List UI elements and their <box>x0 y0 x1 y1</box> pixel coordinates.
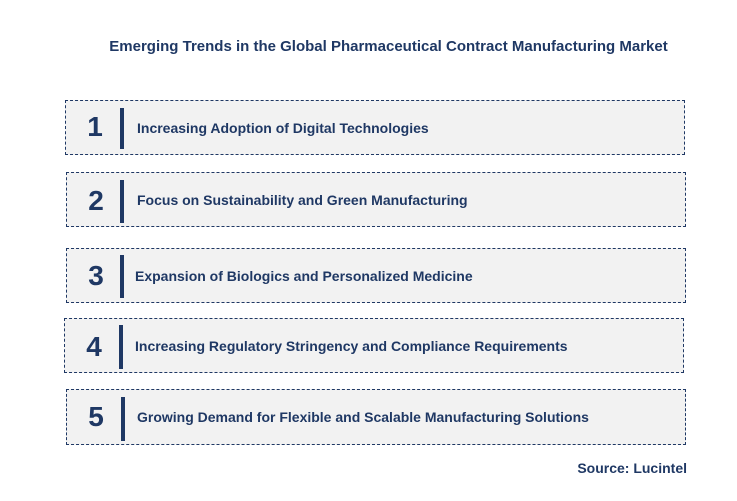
trend-divider-bar <box>120 255 124 298</box>
trend-label: Growing Demand for Flexible and Scalable… <box>137 409 589 425</box>
trend-item-5: 5 Growing Demand for Flexible and Scalab… <box>66 389 686 445</box>
trend-label: Focus on Sustainability and Green Manufa… <box>137 192 468 208</box>
trend-number: 5 <box>88 401 104 432</box>
trend-label: Increasing Regulatory Stringency and Com… <box>135 338 568 354</box>
trend-divider-bar <box>120 108 124 149</box>
trend-label: Expansion of Biologics and Personalized … <box>135 268 473 284</box>
trend-divider-bar <box>120 180 124 223</box>
diagram-title: Emerging Trends in the Global Pharmaceut… <box>109 38 668 55</box>
trend-number: 3 <box>88 260 104 291</box>
trend-label: Increasing Adoption of Digital Technolog… <box>137 120 429 136</box>
trend-item-3: 3 Expansion of Biologics and Personalize… <box>66 248 686 303</box>
trend-item-2: 2 Focus on Sustainability and Green Manu… <box>66 172 686 227</box>
trend-number: 2 <box>88 185 104 216</box>
source-note: Source: Lucintel <box>577 460 687 476</box>
trend-item-1: 1 Increasing Adoption of Digital Technol… <box>65 100 685 155</box>
trend-item-4: 4 Increasing Regulatory Stringency and C… <box>64 318 684 373</box>
trend-number: 1 <box>87 111 103 142</box>
trend-divider-bar <box>119 325 123 369</box>
trend-divider-bar <box>121 397 125 441</box>
trend-number: 4 <box>86 331 102 362</box>
